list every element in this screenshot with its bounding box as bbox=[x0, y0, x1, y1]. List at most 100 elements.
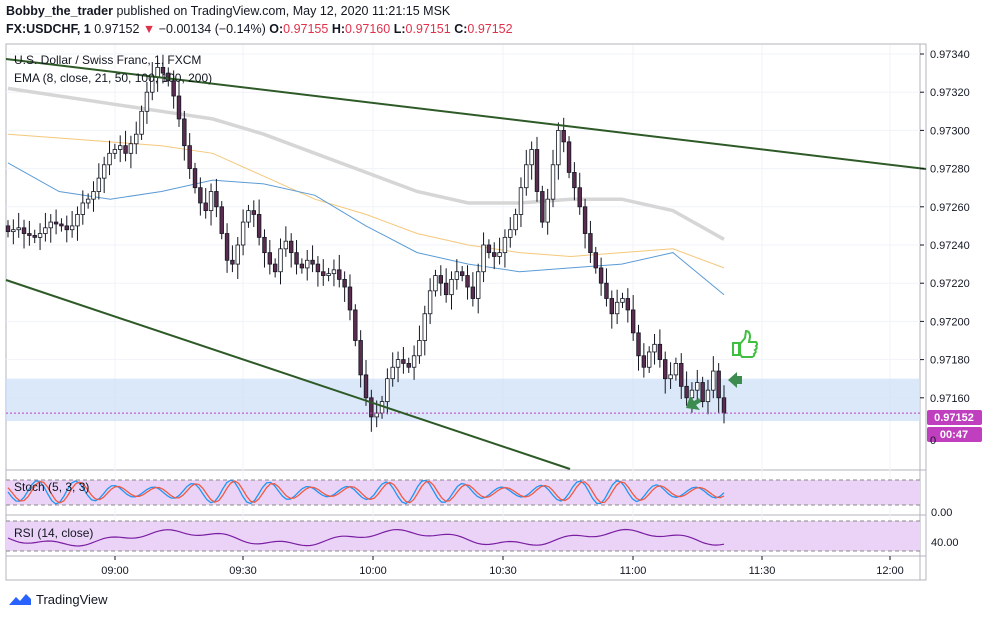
candle-body bbox=[625, 298, 631, 311]
last-price-tag-text: 0.97152 bbox=[934, 412, 974, 424]
arrow-icon[interactable] bbox=[728, 372, 742, 388]
candle-body bbox=[673, 363, 679, 376]
price-tick-label: 0.97260 bbox=[930, 202, 970, 214]
candle-body bbox=[465, 275, 470, 288]
candle-body bbox=[203, 202, 208, 212]
time-tick-label: 11:30 bbox=[749, 565, 776, 577]
candle-body bbox=[96, 177, 102, 192]
candle-body bbox=[545, 198, 550, 223]
price-tick-label: 0.97220 bbox=[930, 278, 970, 290]
close-value: 0.97152 bbox=[467, 22, 513, 36]
tradingview-footer[interactable]: TradingView bbox=[8, 592, 108, 607]
time-tick-label: 10:00 bbox=[359, 565, 387, 577]
candle-body bbox=[37, 233, 43, 238]
candle-body bbox=[187, 145, 192, 169]
ohlc-line: FX:USDCHF, 1 0.97152 ▼ −0.00134 (−0.14%)… bbox=[6, 22, 513, 36]
candle-body bbox=[192, 168, 198, 189]
price-scale[interactable]: 0.97340 0.97320 0.97300 0.97280 0.97260 0.972… bbox=[920, 49, 970, 405]
chart-frame bbox=[5, 43, 927, 581]
countdown-tag bbox=[927, 427, 982, 442]
rsi-line bbox=[7, 528, 725, 547]
candle-body bbox=[240, 221, 246, 246]
candle-body bbox=[160, 66, 166, 74]
time-tick-label: 12:00 bbox=[876, 565, 904, 577]
candle-body bbox=[53, 221, 59, 225]
candle-body bbox=[385, 378, 390, 403]
open-label: O: bbox=[269, 22, 284, 36]
price-tick-label: 0.97180 bbox=[930, 355, 970, 367]
candle-body bbox=[321, 271, 326, 276]
candle-body bbox=[128, 143, 134, 154]
candle-body bbox=[518, 187, 524, 215]
candle-body bbox=[524, 164, 529, 189]
candle-body bbox=[641, 355, 647, 368]
high-value: 0.97160 bbox=[345, 22, 391, 36]
candle-body bbox=[80, 202, 86, 215]
candle-body bbox=[497, 252, 502, 257]
candle-body bbox=[363, 374, 369, 399]
instrument-legend: U.S. Dollar / Swiss Franc, 1, FXCM bbox=[14, 53, 201, 67]
rsi-tick: 40.00 bbox=[931, 537, 959, 549]
rsi-legend: RSI (14, close) bbox=[14, 526, 93, 540]
candle-body bbox=[16, 227, 21, 231]
candle-body bbox=[230, 259, 235, 265]
candle-body bbox=[395, 359, 401, 368]
candle-body bbox=[561, 129, 566, 143]
candle-body bbox=[630, 309, 636, 334]
thumbs-up-icon[interactable] bbox=[732, 329, 758, 358]
candle-body bbox=[492, 252, 497, 257]
candle-body bbox=[75, 214, 80, 227]
candle-body bbox=[176, 95, 182, 120]
candle-body bbox=[112, 149, 118, 154]
time-tick-label: 09:30 bbox=[229, 565, 257, 577]
change-value: −0.00134 (−0.14%) bbox=[158, 22, 266, 36]
publisher-line: Bobby_the_trader published on TradingVie… bbox=[6, 4, 450, 18]
trendlines[interactable] bbox=[5, 58, 927, 470]
candle-body bbox=[598, 267, 604, 284]
candle-body bbox=[347, 286, 353, 311]
stoch-d-line bbox=[7, 480, 725, 504]
time-scale[interactable]: 09:00 09:30 10:00 10:30 11:00 11:30 12:00 bbox=[101, 556, 904, 577]
close-label: C: bbox=[454, 22, 468, 36]
candle-body bbox=[43, 227, 48, 234]
candle-body bbox=[721, 397, 727, 414]
support-zone[interactable] bbox=[6, 378, 920, 422]
candle-body bbox=[577, 187, 582, 208]
candle-body bbox=[48, 221, 53, 229]
candle-body bbox=[278, 248, 283, 273]
candle-body bbox=[406, 363, 411, 368]
candle-body bbox=[572, 172, 577, 189]
candle-body bbox=[540, 191, 545, 223]
candle-body bbox=[689, 389, 695, 399]
candle-body bbox=[588, 233, 593, 254]
candle-body bbox=[705, 389, 711, 403]
stoch-pane bbox=[6, 479, 920, 506]
candle-body bbox=[107, 152, 112, 166]
candle-body bbox=[433, 275, 438, 292]
candle-body bbox=[208, 191, 214, 212]
time-tick-label: 10:30 bbox=[489, 565, 517, 577]
candle-body bbox=[310, 259, 315, 265]
candle-body bbox=[422, 313, 427, 341]
candle-body bbox=[427, 290, 433, 315]
candle-body bbox=[123, 145, 128, 154]
candle-body bbox=[369, 397, 374, 418]
candle-body bbox=[513, 214, 518, 231]
upper-trendline bbox=[5, 58, 927, 170]
arrow-icon[interactable] bbox=[686, 396, 701, 410]
candle-body bbox=[657, 343, 663, 361]
candle-body bbox=[438, 275, 444, 284]
price-tick-label: 0.97160 bbox=[930, 393, 970, 405]
stoch-legend: Stoch (5, 3, 3) bbox=[14, 480, 89, 494]
candle-body bbox=[305, 259, 310, 269]
candle-body bbox=[166, 72, 171, 82]
candle-body bbox=[171, 80, 176, 97]
candle-body bbox=[443, 282, 449, 296]
ema-100-line bbox=[7, 133, 725, 269]
author-name[interactable]: Bobby_the_trader bbox=[6, 4, 113, 18]
candle-body bbox=[27, 233, 32, 236]
candle-body bbox=[711, 370, 716, 391]
candle-body bbox=[481, 244, 486, 273]
candle-body bbox=[262, 236, 267, 254]
